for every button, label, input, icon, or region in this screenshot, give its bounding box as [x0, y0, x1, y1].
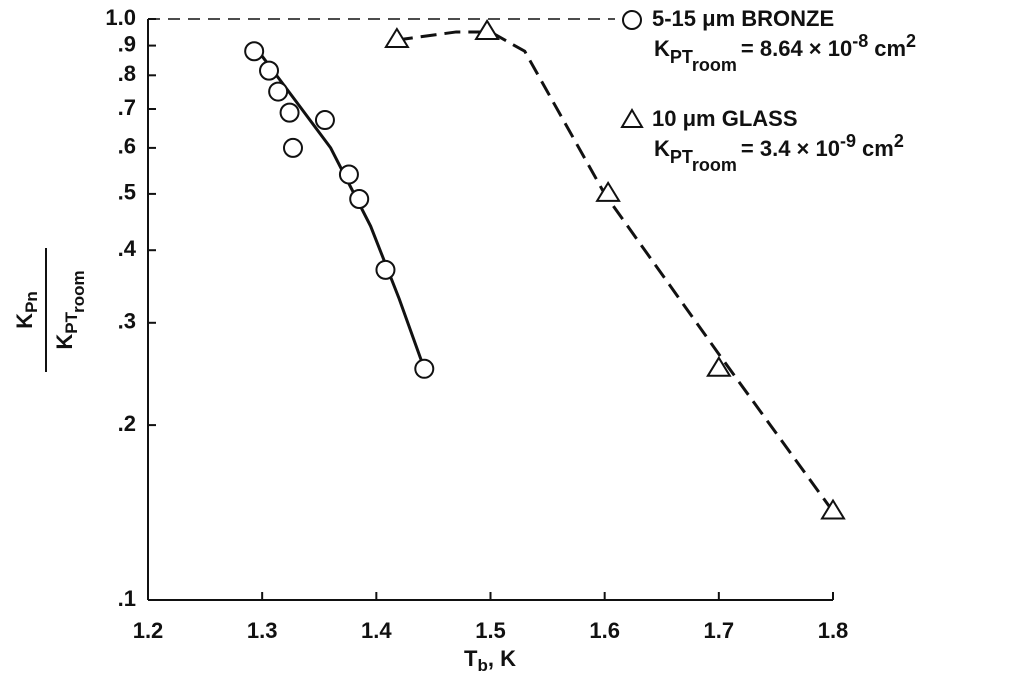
data-point — [279, 102, 300, 123]
label-sub: room — [69, 270, 88, 313]
note-sub: room — [692, 55, 737, 75]
x-tick-label: 1.5 — [475, 618, 506, 643]
data-point — [314, 110, 335, 131]
legend-marker — [620, 108, 644, 128]
data-point — [474, 19, 500, 40]
legend-note: KPTroom= 3.4 × 10-9 cm2 — [654, 131, 904, 175]
data-point — [706, 355, 732, 377]
note-part: cm — [862, 136, 894, 161]
y-tick-label: .6 — [118, 134, 136, 159]
label-sub: b — [477, 656, 487, 675]
y-tick-label: .4 — [118, 236, 137, 261]
x-tick-label: 1.7 — [704, 618, 735, 643]
x-tick-label: 1.4 — [361, 618, 392, 643]
note-sub: PT — [670, 147, 693, 167]
label-part: K — [52, 334, 77, 350]
legend-note: KPTroom= 8.64 × 10-8 cm2 — [654, 31, 916, 75]
data-point — [259, 60, 280, 81]
note-sup: 2 — [906, 31, 916, 51]
y-tick-label: .5 — [118, 180, 136, 205]
x-tick-label: 1.6 — [589, 618, 620, 643]
note-sup: -9 — [840, 131, 856, 151]
note-part: = 3.4 × 10 — [741, 136, 840, 161]
data-point — [414, 358, 435, 379]
note-sub: room — [692, 155, 737, 175]
data-point — [820, 498, 846, 520]
note-part: K — [654, 136, 670, 161]
data-point — [349, 188, 370, 209]
label-part: T — [464, 646, 478, 671]
data-point — [268, 81, 289, 102]
note-part: cm — [874, 36, 906, 61]
label-sub: Pn — [22, 291, 41, 313]
fit-curve — [252, 44, 426, 370]
label-sub: PT — [62, 311, 81, 333]
note-part: = 8.64 × 10 — [741, 36, 852, 61]
data-point — [384, 27, 410, 49]
y-tick-label: 1.0 — [105, 5, 136, 30]
note-sup: 2 — [894, 131, 904, 151]
data-point — [282, 137, 303, 158]
data-point — [338, 164, 359, 185]
legend-label: 10 μm GLASS — [652, 106, 798, 131]
legend-label: 5-15 μm BRONZE — [652, 6, 834, 31]
legend-marker — [622, 10, 642, 30]
x-axis-label: Tb, K — [464, 646, 516, 676]
y-label-denominator: KPTroom — [52, 270, 89, 349]
label-part: K — [12, 313, 37, 329]
x-tick-label: 1.8 — [818, 618, 849, 643]
x-tick-label: 1.2 — [133, 618, 164, 643]
data-point — [375, 259, 396, 280]
data-point — [244, 41, 265, 62]
y-tick-label: .8 — [118, 61, 136, 86]
y-tick-label: .2 — [118, 411, 136, 436]
data-point — [595, 180, 621, 202]
label-part: , K — [488, 646, 516, 671]
y-tick-label: .3 — [118, 309, 136, 334]
y-label-numerator: KPn — [12, 291, 42, 329]
note-sup: -8 — [852, 31, 868, 51]
note-sub: PT — [670, 47, 693, 67]
note-part: K — [654, 36, 670, 61]
fit-curve — [396, 30, 835, 513]
y-tick-label: .1 — [118, 586, 136, 611]
x-tick-label: 1.3 — [247, 618, 278, 643]
y-tick-label: .9 — [118, 31, 136, 56]
y-tick-label: .7 — [118, 95, 136, 120]
